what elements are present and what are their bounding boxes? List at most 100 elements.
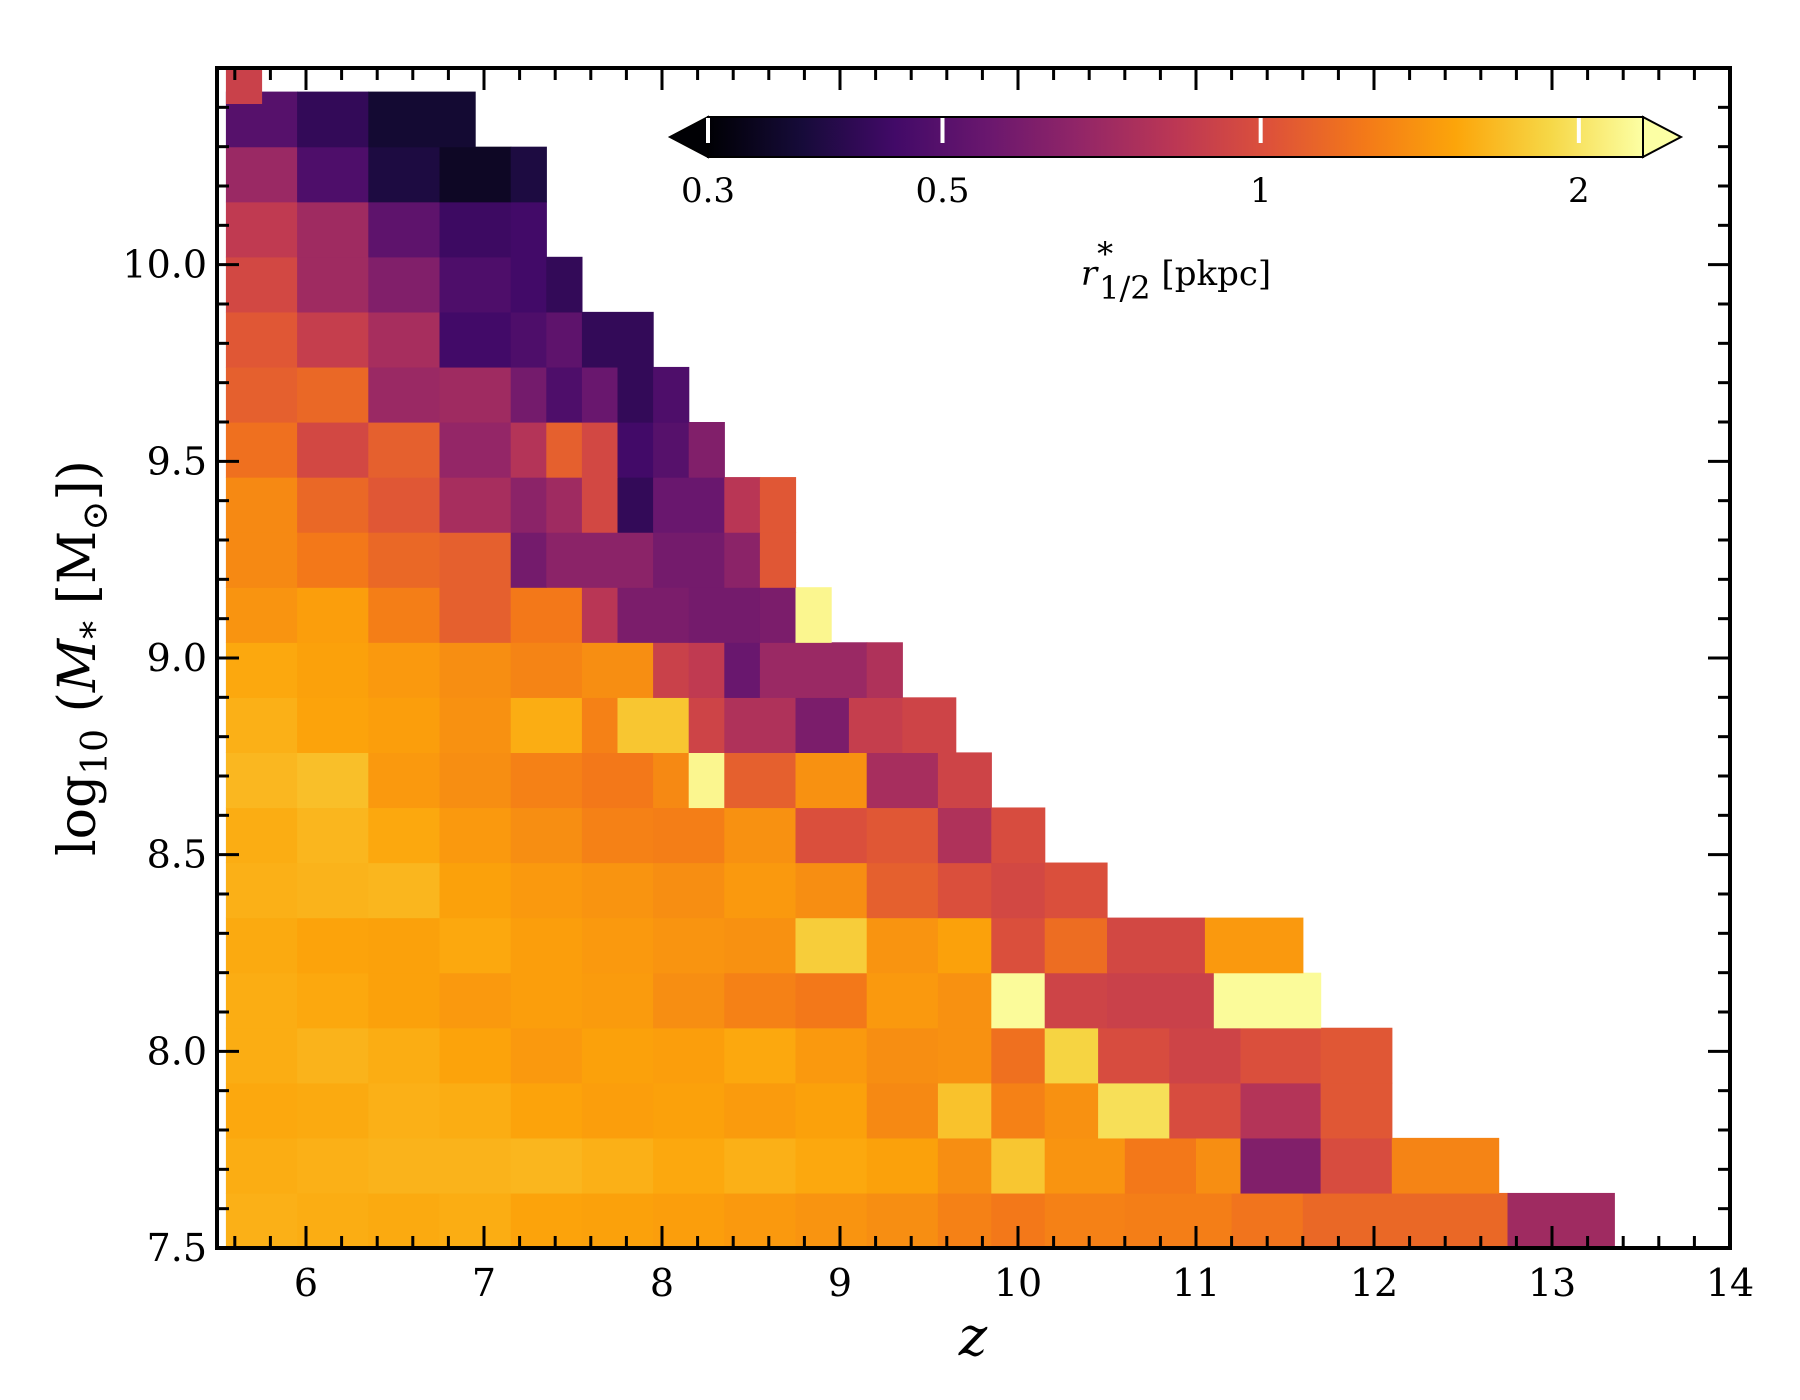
- heatmap-cell: [510, 532, 547, 588]
- heatmap-cell: [653, 1027, 725, 1084]
- heatmap-cell: [617, 366, 654, 423]
- heatmap-cell: [848, 697, 903, 753]
- y-tick-label: 7.5: [147, 1226, 207, 1270]
- heatmap-cell: [653, 642, 690, 698]
- heatmap-cell: [724, 1192, 797, 1249]
- heatmap-cell: [653, 422, 690, 478]
- heatmap-cell: [510, 697, 583, 753]
- heatmap-cell: [795, 862, 868, 919]
- colorbar-label-sup: *: [1097, 235, 1113, 273]
- heatmap-cell: [581, 422, 619, 478]
- heatmap-cell: [653, 1137, 725, 1194]
- heatmap-cell: [297, 862, 369, 919]
- heatmap-cell: [724, 862, 797, 919]
- heatmap-cell: [581, 862, 654, 919]
- heatmap-cell: [866, 862, 939, 919]
- heatmap-cell: [937, 1027, 992, 1084]
- heatmap-cell: [1391, 1192, 1509, 1249]
- heatmap-cell: [581, 697, 619, 753]
- colorbar-ticks: [706, 118, 1581, 143]
- colorbar-tick-labels: 0.3 0.5 1 2: [681, 171, 1590, 211]
- heatmap-cell: [653, 477, 725, 533]
- heatmap-cell: [225, 366, 298, 423]
- heatmap-cell: [581, 587, 619, 643]
- heatmap-cell: [297, 642, 369, 698]
- heatmap-cell: [581, 642, 654, 698]
- heatmap-cell: [368, 1082, 441, 1139]
- heatmap-cell: [368, 1027, 441, 1084]
- heatmap-cell: [937, 752, 992, 809]
- heatmap-cell: [368, 1192, 441, 1249]
- heatmap-cell: [546, 477, 583, 533]
- heatmap-cell: [510, 1027, 583, 1084]
- heatmap-cell: [546, 311, 583, 368]
- heatmap-cell: [688, 697, 725, 753]
- heatmap-cell: [724, 1027, 797, 1084]
- colorbar-label-units: [pkpc]: [1151, 254, 1272, 294]
- heatmap-cell: [368, 972, 441, 1029]
- heatmap-cell: [439, 1082, 512, 1139]
- heatmap-cell: [297, 972, 369, 1029]
- heatmap-cell: [1391, 1137, 1500, 1194]
- heatmap-cell: [368, 146, 441, 203]
- y-axis-label: log10 (M* [M⊙]): [48, 460, 116, 856]
- heatmap-cell: [581, 311, 654, 368]
- heatmap-cell: [297, 697, 369, 753]
- colorbar-label: r* 1/2 [pkpc]: [1081, 235, 1271, 307]
- heatmap-cell: [225, 862, 298, 919]
- heatmap-cell: [368, 91, 476, 148]
- heatmap-cell: [439, 752, 512, 809]
- heatmap-cell: [1098, 1082, 1170, 1139]
- heatmap-cell: [759, 477, 797, 533]
- heatmap-cell: [1169, 1027, 1242, 1084]
- heatmap-cell: [368, 642, 441, 698]
- y-tick-label: 9.5: [147, 439, 207, 483]
- heatmap-cell: [368, 752, 441, 809]
- heatmap-cell: [439, 972, 512, 1029]
- heatmap-cell: [688, 422, 725, 478]
- heatmap-cell: [439, 642, 512, 698]
- heatmap-cell: [1107, 917, 1206, 974]
- heatmap-cell: [653, 532, 725, 588]
- heatmap-cell: [297, 311, 369, 368]
- heatmap-cell: [368, 201, 441, 258]
- heatmap-cell: [225, 146, 298, 203]
- heatmap-cell: [759, 532, 797, 588]
- heatmap-cell: [297, 201, 369, 258]
- heatmap-cell: [546, 422, 583, 478]
- heatmap-cell: [1044, 1137, 1126, 1194]
- heatmap-cell: [1107, 972, 1215, 1029]
- heatmap-cell: [225, 1027, 298, 1084]
- heatmap-cell: [724, 1137, 797, 1194]
- x-tick-label: 10: [994, 1261, 1042, 1305]
- heatmap-cell: [724, 917, 797, 974]
- heatmap-cell: [937, 807, 992, 864]
- heatmap-cell: [510, 917, 583, 974]
- heatmap-cell: [688, 642, 725, 698]
- heatmap-cell: [546, 366, 583, 423]
- heatmap-cell: [724, 642, 761, 698]
- heatmap-cell: [759, 587, 797, 643]
- y-tick-labels: 7.5 8.0 8.5 9.0 9.5 10.0: [122, 243, 207, 1270]
- heatmap-cell: [368, 477, 441, 533]
- heatmap-cell: [439, 697, 512, 753]
- heatmap-cell: [991, 1082, 1046, 1139]
- heatmap-cell: [225, 752, 298, 809]
- heatmap-cell: [866, 1082, 939, 1139]
- heatmap-cell: [225, 311, 298, 368]
- heatmap-cell: [653, 1192, 725, 1249]
- heatmap-cell: [653, 366, 690, 423]
- heatmap-cell: [1240, 1137, 1322, 1194]
- heatmap-cell: [439, 532, 512, 588]
- colorbar-tick-label: 0.5: [915, 171, 969, 211]
- heatmap-cell: [866, 917, 939, 974]
- heatmap-cell: [510, 1137, 583, 1194]
- heatmap-cell: [368, 532, 441, 588]
- heatmap-cell: [1044, 1192, 1126, 1249]
- heatmap-cell: [617, 587, 690, 643]
- heatmap-cell: [617, 477, 654, 533]
- heatmap-cell: [724, 697, 797, 753]
- heatmap-cell: [724, 752, 797, 809]
- heatmap-cell: [439, 1027, 512, 1084]
- y-label-units-sub: ⊙: [75, 501, 116, 531]
